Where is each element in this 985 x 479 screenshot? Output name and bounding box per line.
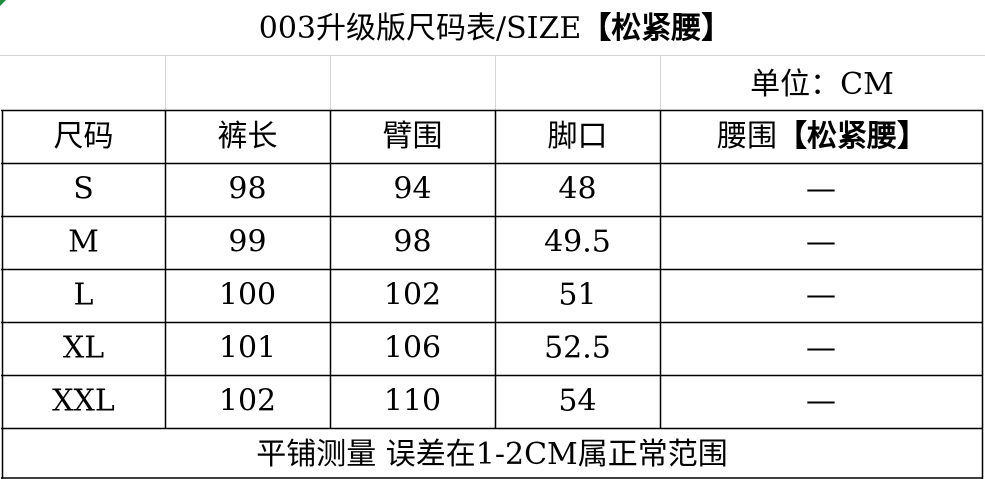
header-cell: 尺码	[54, 119, 114, 154]
cell: —	[806, 384, 836, 419]
cell: 52.5	[544, 331, 611, 366]
title-bold: 【松紧腰】	[581, 11, 731, 46]
cell: 100	[219, 278, 276, 313]
header-cell: 臂围	[383, 119, 443, 154]
waist-header: 腰围【松紧腰】	[717, 119, 927, 154]
cell: 106	[384, 331, 441, 366]
cell: —	[806, 172, 836, 207]
header-cell: 裤长	[218, 119, 278, 154]
cell: —	[806, 331, 836, 366]
cell: 48	[558, 172, 596, 207]
cell: —	[806, 225, 836, 260]
cell: 51	[558, 278, 596, 313]
waist-header-bold: 【松紧腰】	[777, 119, 927, 154]
cell: 49.5	[544, 225, 611, 260]
waist-header-text: 腰围	[717, 119, 777, 154]
sheet-grid	[0, 55, 985, 110]
cell: XL	[63, 331, 104, 366]
cell: 54	[558, 384, 596, 419]
cell: S	[73, 172, 94, 207]
title-text: 003升级版尺码表/SIZE	[259, 11, 582, 46]
cell: 102	[384, 278, 441, 313]
cell: 102	[219, 384, 276, 419]
cell: 110	[384, 384, 441, 419]
cell: 98	[228, 172, 266, 207]
cell: XXL	[52, 384, 115, 419]
cell: —	[806, 278, 836, 313]
header-cell: 脚口	[548, 119, 608, 154]
cell: M	[68, 225, 99, 260]
cell: 98	[393, 225, 431, 260]
title: 003升级版尺码表/SIZE【松紧腰】	[259, 11, 732, 46]
footer: 平铺测量 误差在1-2CM属正常范围	[256, 437, 728, 472]
cell: L	[74, 278, 94, 313]
cell-marker	[0, 0, 6, 6]
cell: 101	[219, 331, 276, 366]
unit: 单位：CM	[750, 67, 894, 102]
cell: 94	[393, 172, 431, 207]
cell: 99	[228, 225, 266, 260]
